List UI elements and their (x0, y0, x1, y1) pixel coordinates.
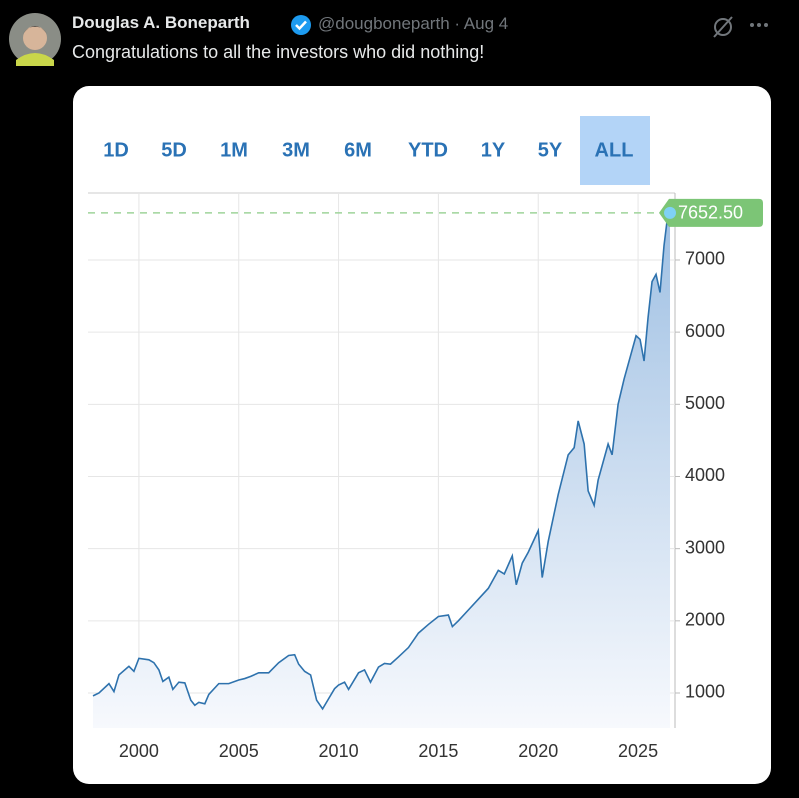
range-button[interactable]: YTD (408, 139, 448, 161)
y-tick-label: 2000 (685, 610, 725, 630)
x-tick-label: 2025 (618, 741, 658, 761)
user-handle[interactable]: @dougboneparth · Aug 4 (318, 14, 509, 33)
range-button[interactable]: ALL (595, 139, 634, 161)
last-value-label: 7652.50 (678, 203, 743, 223)
y-tick-label: 1000 (685, 682, 725, 702)
range-button[interactable]: 5D (161, 139, 187, 161)
chart-card: 1D 5D 1M 3M 6M YTD 1Y 5Y ALL 1000 2000 3000 4000 5000… (73, 86, 771, 784)
x-tick-label: 2005 (219, 741, 259, 761)
price-line (92, 212, 671, 711)
avatar[interactable] (8, 12, 62, 66)
last-point (664, 206, 677, 219)
x-tick-label: 2000 (119, 741, 159, 761)
range-button[interactable]: 3M (282, 139, 310, 161)
area-fill (92, 212, 671, 729)
last-value-tag (659, 198, 763, 227)
user-name[interactable]: Douglas A. Boneparth (72, 13, 250, 32)
range-button[interactable]: 1M (220, 139, 248, 161)
y-tick-label: 6000 (685, 321, 725, 341)
y-tick-label: 3000 (685, 537, 725, 557)
y-tick-label: 5000 (685, 393, 725, 413)
range-button[interactable]: 1D (103, 139, 129, 161)
x-tick-label: 2020 (518, 741, 558, 761)
x-tick-label: 2015 (418, 741, 458, 761)
y-tick-label: 7000 (685, 249, 725, 269)
range-button[interactable]: 5Y (538, 139, 563, 161)
x-tick-label: 2010 (319, 741, 359, 761)
selected-range-bg (580, 116, 650, 185)
tweet-text: Congratulations to all the investors who… (72, 42, 485, 62)
y-tick-label: 4000 (685, 465, 725, 485)
range-button[interactable]: 1Y (481, 139, 506, 161)
verified-badge (291, 15, 311, 35)
more-icon[interactable] (748, 20, 770, 30)
range-button[interactable]: 6M (344, 139, 372, 161)
grok-icon[interactable] (710, 14, 736, 40)
